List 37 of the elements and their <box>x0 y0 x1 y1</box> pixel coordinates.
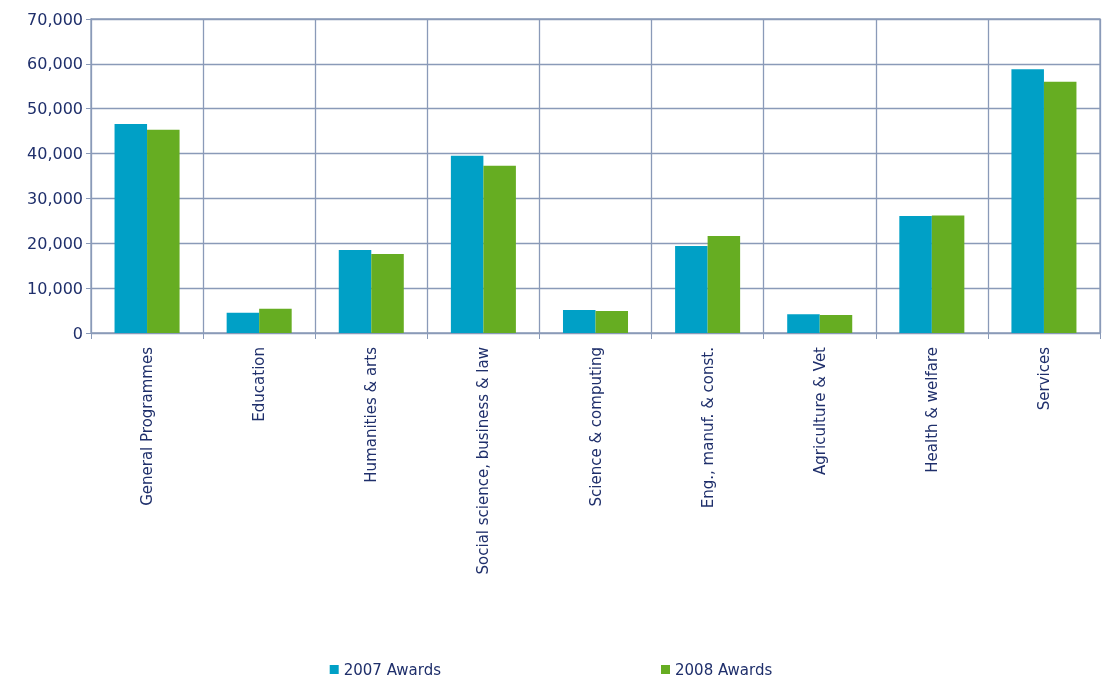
bar <box>595 311 629 333</box>
y-tick-label: 70,000 <box>27 9 83 29</box>
legend-label: 2008 Awards <box>675 660 773 679</box>
x-tick-label: Agriculture & Vet <box>810 346 829 475</box>
bar <box>562 310 596 333</box>
bar <box>226 312 260 333</box>
x-tick-label: Education <box>250 347 269 422</box>
bar <box>675 245 708 333</box>
bar <box>707 236 741 333</box>
x-tick-label: General Programmes <box>138 346 157 506</box>
bar <box>931 215 965 333</box>
legend-label: 2007 Awards <box>343 660 442 679</box>
y-tick-label: 20,000 <box>27 233 83 253</box>
bar <box>483 165 516 333</box>
bar <box>259 308 292 333</box>
x-tick-label: Eng., manuf. & const. <box>698 347 717 509</box>
y-tick-label: 10,000 <box>27 278 83 298</box>
y-tick-label: 0 <box>72 323 83 343</box>
bar <box>1011 69 1044 333</box>
x-tick-label: Science & computing <box>586 347 605 507</box>
x-tick-label: Humanities & arts <box>362 346 381 483</box>
bar <box>114 123 148 333</box>
bar <box>819 315 853 333</box>
y-tick-label: 30,000 <box>27 188 83 208</box>
x-tick-label: Social science, business & law <box>474 347 493 575</box>
bar <box>787 314 820 333</box>
bar <box>450 155 484 333</box>
y-tick-label: 40,000 <box>27 144 83 164</box>
bar <box>338 250 372 333</box>
bar <box>371 254 404 333</box>
x-tick-label: Health & welfare <box>922 347 941 473</box>
x-tick-label: Services <box>1034 346 1053 411</box>
bar <box>1043 81 1077 333</box>
y-tick-label: 50,000 <box>27 99 83 119</box>
bar <box>899 215 932 333</box>
y-tick-label: 60,000 <box>27 54 83 74</box>
bar <box>147 129 180 333</box>
